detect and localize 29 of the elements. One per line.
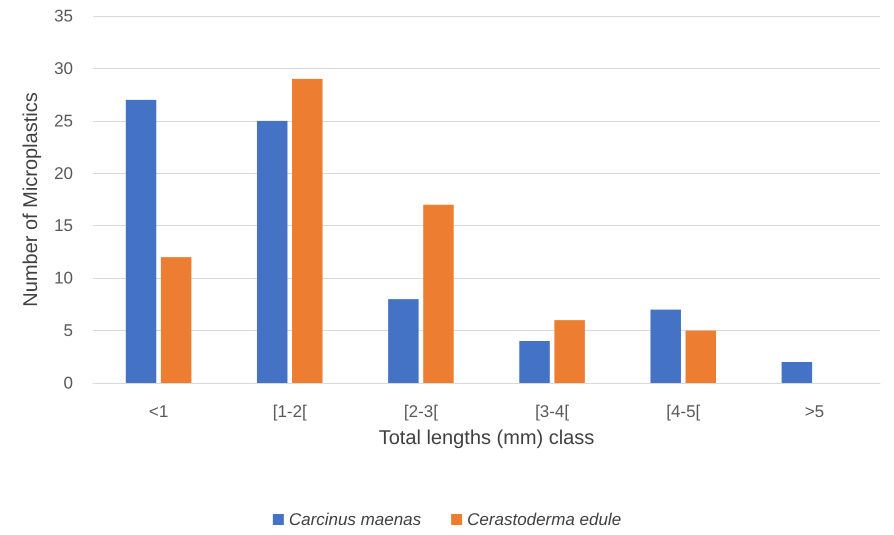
bar (423, 204, 454, 383)
legend-label: Cerastoderma edule (467, 510, 622, 529)
y-tick-label: 15 (54, 216, 73, 236)
y-tick-label: 0 (64, 374, 73, 392)
bar (160, 257, 192, 383)
y-tick-label: 20 (54, 164, 73, 183)
bar (388, 299, 419, 383)
x-tick-label: [1-2[ (272, 402, 308, 421)
y-tick-label: 10 (54, 268, 73, 288)
y-tick-label: 5 (64, 321, 73, 340)
bar (519, 341, 550, 383)
bar (650, 310, 681, 383)
y-tick-label: 25 (54, 111, 73, 130)
y-axis-title: Number of Microplastics (20, 92, 42, 307)
y-tick-label: 35 (54, 6, 73, 26)
bar (554, 320, 585, 383)
x-tick-label: [4-5[ (666, 402, 701, 421)
bar (292, 78, 323, 383)
legend-label: Carcinus maenas (288, 510, 422, 529)
bar (782, 362, 812, 383)
x-tick-label: <1 (148, 402, 168, 421)
bar (126, 100, 156, 383)
bar (686, 330, 716, 383)
x-axis-title: Total lengths (mm) class (378, 427, 594, 449)
x-tick-label: >5 (804, 402, 824, 421)
x-tick-label: [3-4[ (535, 402, 570, 421)
bar (256, 120, 288, 383)
x-tick-label: [2-3[ (404, 402, 438, 421)
y-tick-label: 30 (54, 58, 73, 78)
